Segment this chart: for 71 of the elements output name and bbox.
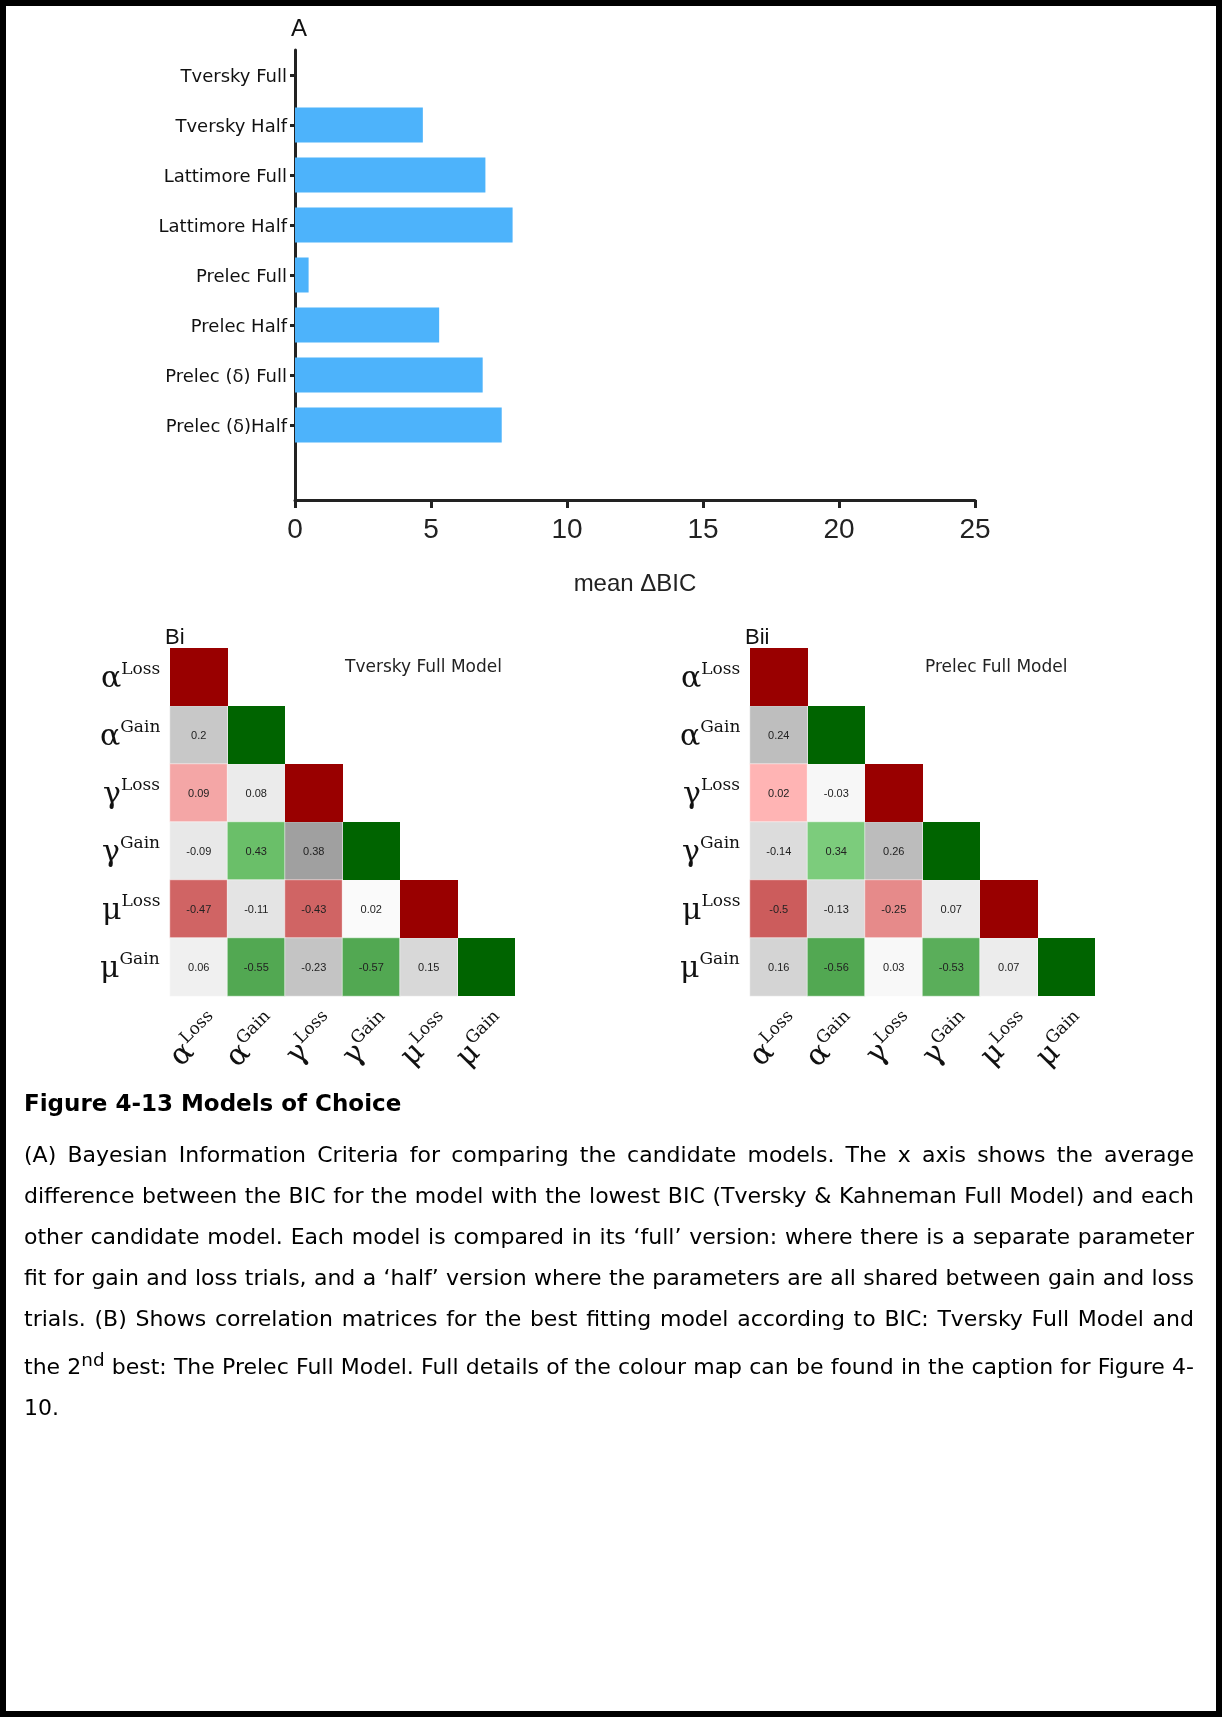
x-axis-title: mean ΔBIC bbox=[573, 568, 697, 596]
bar bbox=[295, 157, 486, 193]
data-label: -0.43 bbox=[301, 903, 327, 915]
data-label: -0.03 bbox=[823, 787, 849, 799]
y-tick-label: γ$^{Loss}$ bbox=[103, 774, 160, 810]
text: Tversky Full Model bbox=[344, 655, 502, 676]
y-tick-label: Prelec Full bbox=[195, 264, 287, 286]
y-tick-label: μ$^{Loss}$ bbox=[682, 890, 741, 926]
bar bbox=[295, 407, 502, 443]
y-tick-label: γ$^{Loss}$ bbox=[683, 774, 740, 810]
data-label: 0.26 bbox=[883, 845, 905, 857]
x-tick-label: 0 bbox=[287, 512, 303, 544]
data-label: 0.07 bbox=[940, 903, 962, 915]
data-label: 0.34 bbox=[825, 845, 847, 857]
data-label: 0.24 bbox=[768, 729, 790, 741]
data-label: 0.43 bbox=[245, 845, 267, 857]
data-label: 0.08 bbox=[245, 787, 267, 799]
x-tick-label: 20 bbox=[823, 512, 855, 544]
y-tick-label: Prelec (δ) Full bbox=[165, 364, 287, 386]
chart-title: A bbox=[291, 13, 308, 41]
chart-title: Bii bbox=[745, 623, 770, 649]
data-label: -0.55 bbox=[243, 961, 269, 973]
x-tick-label: 5 bbox=[423, 512, 439, 544]
y-tick-label: Prelec (δ)Half bbox=[165, 414, 288, 436]
data-label: -0.56 bbox=[823, 961, 849, 973]
data-label: 0.38 bbox=[303, 845, 325, 857]
y-tick-label: α$^{Gain}$ bbox=[680, 716, 741, 752]
data-label: 0.09 bbox=[188, 787, 210, 799]
bar bbox=[295, 107, 423, 143]
data-label: 0.16 bbox=[768, 961, 790, 973]
text: (A) Bayesian Information Criteria for comparing the candidate models. The x axis shows the average difference between the BIC for the model with the lowest BIC (Tversky & Kahneman Full Model) and each other candidate model. Each model is compared in its ‘full’ version: where there is a separate parameter fit for gain and loss trials, and a ‘half’ version where the parameters are all shared between gain and loss trials. (B) Shows correlation matrices for the best fitting model according to BIC: Tversky Full Model and the 2$^{nd}$ best: The Prelec Full Model. Full details of the colour map can be found in the caption for Figure 4-10. bbox=[24, 1142, 1194, 1421]
data-label: 0.02 bbox=[360, 903, 382, 915]
data-label: -0.14 bbox=[766, 845, 792, 857]
data-label: -0.11 bbox=[244, 903, 269, 915]
data-label: -0.57 bbox=[358, 961, 384, 973]
x-tick-label: 15 bbox=[687, 512, 719, 544]
y-tick-label: γ$^{Gain}$ bbox=[682, 832, 741, 868]
data-label: 0.03 bbox=[883, 961, 905, 973]
x-tick-label: 25 bbox=[959, 512, 991, 544]
bar bbox=[295, 307, 440, 343]
data-label: 0.07 bbox=[998, 961, 1020, 973]
data-label: 0.02 bbox=[768, 787, 790, 799]
y-tick-label: Prelec Half bbox=[190, 314, 288, 336]
y-tick-label: α$^{Gain}$ bbox=[100, 716, 161, 752]
data-label: -0.25 bbox=[881, 903, 907, 915]
bar bbox=[295, 257, 309, 293]
x-tick-label: 10 bbox=[551, 512, 583, 544]
y-tick-label: α$^{Loss}$ bbox=[681, 658, 741, 694]
y-tick-label: Tversky Half bbox=[174, 114, 288, 136]
data-label: -0.23 bbox=[301, 961, 327, 973]
bar bbox=[295, 207, 513, 243]
data-label: -0.5 bbox=[769, 903, 789, 915]
text: Prelec Full Model bbox=[925, 655, 1068, 676]
y-tick-label: α$^{Loss}$ bbox=[101, 658, 161, 694]
y-tick-label: μ$^{Gain}$ bbox=[100, 948, 160, 984]
data-label: 0.2 bbox=[191, 729, 207, 741]
y-tick-label: μ$^{Gain}$ bbox=[680, 948, 740, 984]
data-label: -0.13 bbox=[823, 903, 849, 915]
data-label: -0.53 bbox=[938, 961, 964, 973]
y-tick-label: μ$^{Loss}$ bbox=[102, 890, 161, 926]
data-label: -0.47 bbox=[186, 903, 212, 915]
bar bbox=[295, 357, 483, 393]
y-tick-label: γ$^{Gain}$ bbox=[102, 832, 161, 868]
data-label: 0.06 bbox=[188, 961, 210, 973]
y-tick-label: Tversky Full bbox=[179, 64, 287, 86]
data-label: 0.15 bbox=[418, 961, 440, 973]
y-tick-label: Lattimore Half bbox=[158, 214, 288, 236]
chart-title: Bi bbox=[165, 623, 185, 649]
y-tick-label: Lattimore Full bbox=[163, 164, 287, 186]
text: Figure 4-13 Models of Choice bbox=[24, 1090, 403, 1116]
data-label: -0.09 bbox=[186, 845, 212, 857]
